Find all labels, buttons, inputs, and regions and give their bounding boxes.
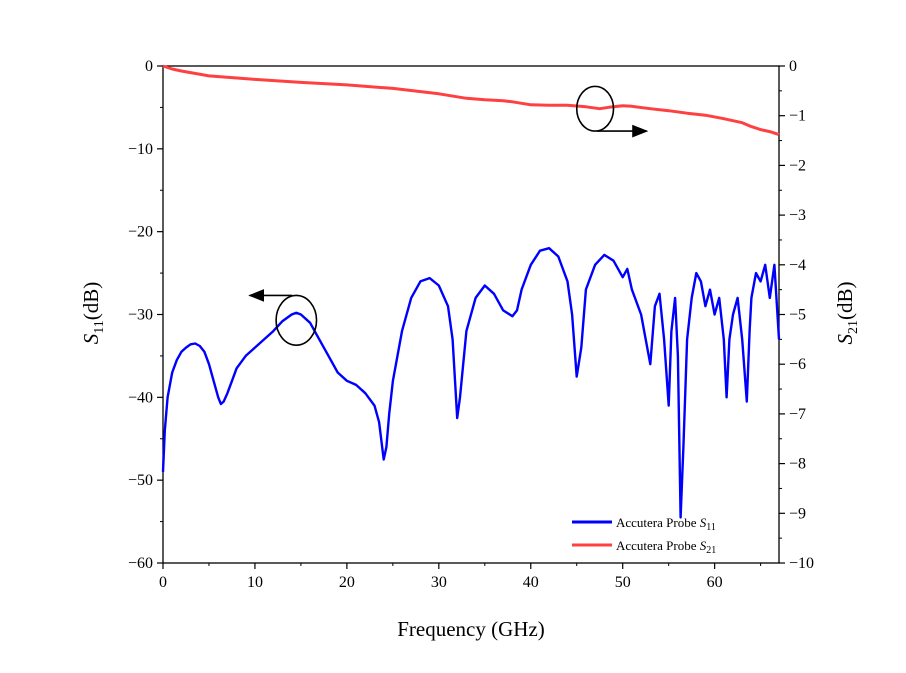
left-y-tick-label: −40 (128, 389, 153, 406)
x-tick-label: 0 (159, 574, 167, 591)
right-y-tick-label: −9 (789, 505, 806, 522)
left-y-tick-label: −50 (128, 472, 153, 489)
legend-label-s11-sub: 11 (706, 522, 716, 533)
right-y-axis-ticks: 0 −1 −2 −3 −4 −5 −6 −7 −8 −9 −10 (779, 58, 814, 572)
right-y-tick-label: −2 (789, 157, 806, 174)
annotation-layer (248, 85, 649, 346)
legend-label-s11: Accutera Probe S11 (616, 515, 716, 533)
right-y-axis-title-sub: 21 (846, 320, 861, 334)
right-y-axis-title-main: S (833, 334, 857, 345)
x-tick-label: 40 (523, 574, 539, 591)
annotation-ellipse (575, 85, 615, 132)
right-y-tick-label: −10 (789, 555, 814, 572)
left-y-tick-label: −10 (128, 141, 153, 158)
left-y-axis-title-suffix: (dB) (79, 282, 103, 321)
left-y-tick-label: −20 (128, 224, 153, 241)
right-y-axis-title: S21(dB) (833, 282, 861, 345)
right-y-axis-title-suffix: (dB) (833, 282, 857, 321)
x-axis-ticks: 0 10 20 30 40 50 60 (159, 563, 762, 591)
left-y-tick-label: 0 (145, 58, 153, 75)
legend-label-s11-italic: S (700, 515, 707, 530)
right-y-tick-label: −3 (789, 207, 806, 224)
legend: Accutera Probe S11 Accutera Probe S21 (572, 515, 716, 556)
right-y-tick-label: −6 (789, 356, 806, 373)
series-line-s21 (162, 64, 780, 137)
right-y-tick-label: −8 (789, 456, 806, 473)
legend-label-s11-main: Accutera Probe (616, 515, 700, 530)
x-axis-title: Frequency (GHz) (397, 617, 545, 641)
legend-label-s21-italic: S (700, 538, 707, 553)
legend-label-s21: Accutera Probe S21 (616, 538, 716, 556)
legend-label-s21-sub: 21 (706, 545, 716, 556)
right-y-tick-label: −7 (789, 406, 806, 423)
x-tick-label: 60 (707, 574, 723, 591)
left-y-axis-ticks: 0 −10 −20 −30 −40 −50 −60 (128, 58, 163, 572)
x-tick-label: 50 (615, 574, 631, 591)
series-layer (161, 64, 781, 519)
series-line-s11 (161, 247, 781, 519)
legend-label-s21-main: Accutera Probe (616, 538, 700, 553)
right-y-tick-label: −1 (789, 108, 806, 125)
right-y-tick-label: −5 (789, 307, 806, 324)
x-tick-label: 10 (247, 574, 263, 591)
left-y-tick-label: −30 (128, 307, 153, 324)
x-tick-label: 20 (339, 574, 355, 591)
right-y-tick-label: −4 (789, 257, 806, 274)
left-y-tick-label: −60 (128, 555, 153, 572)
annotation-ellipse (275, 294, 318, 346)
left-y-axis-title-main: S (79, 333, 103, 344)
x-tick-label: 30 (431, 574, 447, 591)
left-y-axis-title: S11(dB) (79, 282, 107, 344)
right-y-tick-label: 0 (789, 58, 797, 75)
left-y-axis-title-sub: 11 (92, 320, 107, 333)
